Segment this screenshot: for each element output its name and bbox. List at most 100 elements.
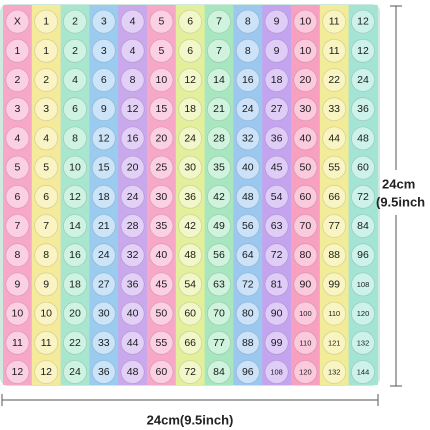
- cell-number: 88: [242, 337, 254, 349]
- cell-number: 80: [300, 249, 312, 261]
- cell-number: 18: [271, 74, 283, 86]
- pop-bubble: [91, 9, 116, 34]
- cell-number: 96: [357, 249, 369, 261]
- cell-number: 11: [329, 45, 340, 57]
- cell-number: 16: [242, 74, 254, 86]
- pop-bubble: [120, 155, 145, 180]
- pop-bubble: [178, 330, 203, 355]
- cell-number: 96: [242, 366, 254, 378]
- pop-bubble: [91, 272, 116, 297]
- cell-number: 6: [187, 45, 193, 57]
- pop-bubble: [322, 38, 347, 63]
- cell-number: 9: [274, 45, 280, 57]
- cell-number: 36: [271, 132, 283, 144]
- pop-bubble: [91, 243, 116, 268]
- cell-number: 6: [14, 191, 20, 203]
- cell-number: 1: [14, 45, 20, 57]
- pop-bubble: [5, 9, 30, 34]
- cell-number: 11: [12, 337, 23, 349]
- pop-bubble: [91, 38, 116, 63]
- cell-number: 110: [328, 309, 340, 318]
- pop-bubble: [149, 301, 174, 326]
- cell-number: 72: [184, 366, 196, 378]
- cell-number: 66: [184, 337, 196, 349]
- cell-number: 55: [156, 337, 168, 349]
- pop-bubble: [63, 126, 87, 151]
- pop-bubble: [264, 301, 289, 326]
- cell-number: 144: [357, 368, 370, 377]
- cell-number: 12: [40, 366, 52, 378]
- pop-bubble: [235, 38, 260, 63]
- cell-number: 48: [357, 132, 369, 144]
- pop-bubble: [149, 243, 174, 268]
- cell-number: 45: [156, 278, 168, 290]
- pop-bubble: [207, 243, 231, 268]
- cell-number: 56: [242, 220, 254, 232]
- pop-bubble: [63, 97, 87, 122]
- cell-number: 22: [69, 337, 81, 349]
- cell-number: 44: [127, 337, 139, 349]
- pop-bubble: [351, 214, 375, 238]
- cell-number: 4: [72, 74, 78, 86]
- pop-bubble: [91, 155, 116, 180]
- pop-bubble: [293, 214, 318, 238]
- pop-bubble: [293, 126, 318, 151]
- cell-number: 30: [98, 308, 110, 320]
- cell-number: 11: [41, 337, 52, 349]
- pop-bubble: [207, 38, 231, 63]
- pop-bubble: [351, 360, 375, 384]
- cell-number: 48: [184, 249, 196, 261]
- pop-bubble: [207, 68, 231, 92]
- pop-bubble: [34, 243, 59, 268]
- cell-number: 5: [158, 45, 164, 57]
- cell-number: 1: [43, 16, 49, 28]
- cell-number: 35: [213, 162, 225, 174]
- cell-number: 70: [213, 308, 225, 320]
- pop-bubble: [235, 126, 260, 151]
- pop-bubble: [149, 9, 174, 34]
- pop-bubble: [351, 9, 375, 34]
- cell-number: 10: [300, 45, 312, 57]
- cell-number: 2: [43, 74, 49, 86]
- pop-bubble: [207, 301, 231, 326]
- cell-number: 12: [69, 191, 81, 203]
- cell-number: 20: [156, 132, 168, 144]
- cell-number: 12: [98, 132, 110, 144]
- pop-bubble: [235, 360, 260, 384]
- cell-number: 28: [213, 132, 225, 144]
- pop-bubble: [120, 97, 145, 122]
- cell-number: 48: [242, 191, 254, 203]
- cell-number: 56: [213, 249, 225, 261]
- pop-bubble: [120, 38, 145, 63]
- cell-number: 4: [130, 16, 136, 28]
- cell-number: 24: [184, 132, 196, 144]
- cell-number: 121: [328, 338, 341, 347]
- pop-bubble: [91, 301, 116, 326]
- cell-number: 9: [101, 103, 107, 115]
- cell-number: 8: [245, 45, 251, 57]
- cell-number: 16: [69, 249, 81, 261]
- pop-bubble: [322, 243, 347, 268]
- pop-bubble: [34, 126, 59, 151]
- pop-bubble: [120, 126, 145, 151]
- pop-bubble: [5, 360, 30, 384]
- pop-bubble: [178, 272, 203, 297]
- pop-bubble: [235, 68, 260, 92]
- pop-bubble: [63, 184, 87, 209]
- pop-bubble: [293, 330, 318, 355]
- cell-number: 60: [300, 191, 312, 203]
- cell-number: 10: [300, 16, 312, 28]
- cell-number: 40: [300, 132, 312, 144]
- pop-bubble: [91, 330, 116, 355]
- pop-bubble: [264, 214, 289, 238]
- cell-number: 12: [12, 366, 24, 378]
- pop-bubble: [264, 126, 289, 151]
- cell-number: 99: [328, 278, 340, 290]
- pop-bubble: [63, 155, 87, 180]
- pop-bubble: [207, 97, 231, 122]
- cell-number: 7: [216, 16, 222, 28]
- pop-bubble: [63, 243, 87, 268]
- pop-bubble: [63, 38, 87, 63]
- cell-number: X: [14, 16, 21, 28]
- cell-number: 120: [299, 368, 312, 377]
